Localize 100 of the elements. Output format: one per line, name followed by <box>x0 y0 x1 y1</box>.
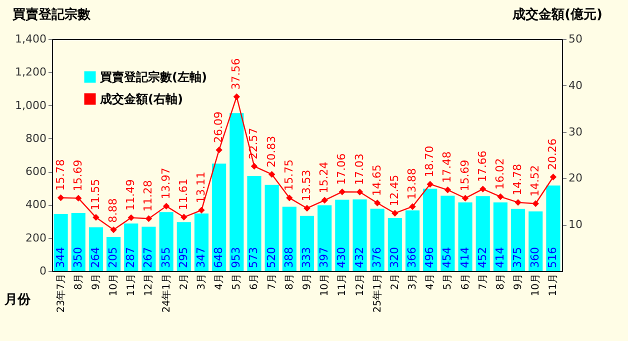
point <box>145 215 152 222</box>
bar <box>212 164 226 271</box>
data-label: 8.88 <box>106 198 120 223</box>
x-tick-label: 8月 <box>495 274 506 290</box>
point <box>75 194 82 202</box>
data-label: 14.65 <box>370 164 384 196</box>
point <box>409 203 416 210</box>
y2-tick-label: 20 <box>568 172 582 185</box>
y-tick-label: 400 <box>26 198 46 212</box>
point <box>180 214 188 220</box>
data-label: 454 <box>440 247 454 268</box>
data-label: 320 <box>388 247 401 268</box>
x-tick-label: 11月 <box>126 274 138 296</box>
bar <box>318 205 332 271</box>
point <box>374 200 381 206</box>
x-tick-label: 11月 <box>548 274 560 296</box>
y2-tick-label: 50 <box>568 32 582 46</box>
bar <box>230 113 244 271</box>
data-label: 17.06 <box>335 153 348 185</box>
data-label: 520 <box>264 247 278 268</box>
x-tick-label: 10月 <box>530 274 542 296</box>
data-label: 20.26 <box>546 138 560 170</box>
x-tick-label: 10月 <box>108 274 120 296</box>
y2-tick-label: 10 <box>568 218 582 232</box>
point <box>92 214 100 221</box>
bar <box>458 202 472 271</box>
x-tick-label: 6月 <box>460 274 472 290</box>
data-label: 14.78 <box>511 164 524 196</box>
point <box>250 162 258 170</box>
data-label: 17.03 <box>352 153 366 185</box>
data-label: 15.69 <box>458 160 472 192</box>
data-label: 26.09 <box>212 111 226 143</box>
data-label: 11.61 <box>176 178 190 210</box>
bar <box>476 196 490 271</box>
data-label: 16.02 <box>493 158 506 190</box>
data-label: 11.28 <box>142 180 155 212</box>
y-tick-label: 0 <box>40 264 46 278</box>
bar <box>423 188 438 271</box>
y-tick-label: 800 <box>26 132 46 145</box>
x-tick-label: 2月 <box>178 274 190 290</box>
data-label: 333 <box>300 247 313 268</box>
legend-label: 買賣登記宗數(左軸) <box>99 70 207 84</box>
data-label: 452 <box>476 247 489 268</box>
data-label: 15.69 <box>71 160 84 192</box>
data-label: 20.83 <box>264 136 278 168</box>
data-label: 430 <box>335 247 348 268</box>
x-tick-label: 5月 <box>232 274 243 290</box>
data-label: 267 <box>142 247 155 268</box>
x-tick-label: 7月 <box>266 274 278 290</box>
bar <box>194 213 209 271</box>
data-label: 375 <box>511 247 524 268</box>
bar <box>352 199 367 271</box>
x-tick-label: 8月 <box>284 274 296 290</box>
data-label: 18.70 <box>423 146 436 178</box>
point <box>392 210 398 217</box>
y2-tick-label: 40 <box>568 78 582 92</box>
x-tick-label: 3月 <box>408 274 419 290</box>
data-label: 264 <box>88 247 102 268</box>
bar <box>247 176 262 271</box>
data-label: 287 <box>124 247 138 268</box>
x-tick-label: 3月 <box>196 274 208 290</box>
point <box>216 146 222 154</box>
point <box>462 194 469 202</box>
x-tick-label: 6月 <box>249 274 260 290</box>
x-tick-label: 4月 <box>214 274 226 290</box>
data-label: 12.45 <box>388 174 401 206</box>
data-label: 360 <box>528 247 542 268</box>
x-tick-label: 9月 <box>90 274 102 290</box>
data-label: 37.56 <box>230 58 243 90</box>
x-tick-label: 23年7月 <box>54 274 67 313</box>
bar <box>511 208 526 271</box>
data-label: 13.97 <box>159 168 172 200</box>
x-tick-label: 24年1月 <box>160 274 172 313</box>
point <box>286 194 293 202</box>
data-label: 953 <box>230 247 243 268</box>
y-tick-label: 200 <box>26 231 46 244</box>
x-tick-label: 5月 <box>442 274 454 290</box>
point <box>514 199 522 206</box>
point <box>532 200 539 207</box>
point <box>550 174 557 180</box>
data-label: 295 <box>176 247 190 268</box>
data-label: 516 <box>546 247 560 268</box>
x-tick-label: 11月 <box>337 274 348 296</box>
data-label: 13.88 <box>406 168 419 200</box>
data-label: 22.57 <box>247 128 260 160</box>
x-tick-label: 10月 <box>320 274 331 296</box>
point <box>110 226 117 234</box>
y2-tick-label: 30 <box>568 125 582 138</box>
bar <box>493 202 508 271</box>
point <box>480 186 486 192</box>
x-tick-label: 7月 <box>478 274 489 290</box>
data-label: 17.66 <box>476 150 489 182</box>
x-tick-label: 9月 <box>302 274 313 290</box>
data-label: 15.75 <box>282 159 296 191</box>
point <box>356 188 364 196</box>
point <box>233 93 240 100</box>
data-label: 414 <box>458 247 472 268</box>
point <box>128 214 134 222</box>
point <box>198 206 205 214</box>
y-tick-label: 600 <box>26 165 46 178</box>
